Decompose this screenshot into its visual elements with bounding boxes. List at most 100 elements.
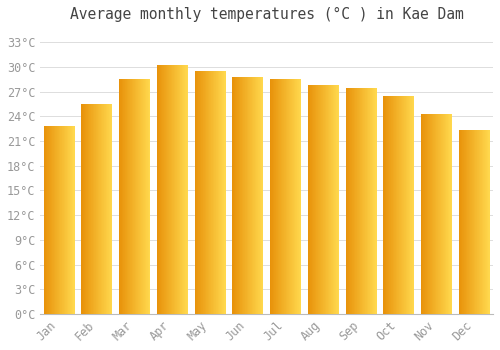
Bar [296, 79, 298, 314]
Bar [47, 126, 48, 314]
Bar [371, 88, 372, 314]
Bar [325, 85, 326, 314]
Bar [353, 88, 354, 314]
Bar [241, 77, 242, 314]
Bar [254, 77, 256, 314]
Bar [470, 131, 471, 314]
Bar [488, 131, 489, 314]
Bar [89, 104, 90, 314]
Bar [354, 88, 355, 314]
Bar [240, 77, 241, 314]
Bar [413, 96, 414, 314]
Bar [257, 77, 258, 314]
Bar [73, 126, 74, 314]
Bar [69, 126, 70, 314]
Bar [372, 88, 373, 314]
Bar [401, 96, 402, 314]
Bar [232, 77, 233, 314]
Bar [349, 88, 350, 314]
Bar [235, 77, 236, 314]
Bar [298, 79, 299, 314]
Bar [286, 79, 287, 314]
Bar [423, 114, 424, 314]
Bar [168, 65, 170, 314]
Bar [182, 65, 183, 314]
Bar [199, 71, 200, 314]
Bar [207, 71, 208, 314]
Bar [85, 104, 86, 314]
Bar [487, 131, 488, 314]
Bar [135, 79, 136, 314]
Bar [469, 131, 470, 314]
Bar [285, 79, 286, 314]
Bar [293, 79, 294, 314]
Bar [445, 114, 446, 314]
Bar [250, 77, 251, 314]
Bar [384, 96, 385, 314]
Bar [123, 79, 124, 314]
Bar [66, 126, 68, 314]
Bar [480, 131, 481, 314]
Bar [338, 85, 339, 314]
Bar [468, 131, 469, 314]
Bar [96, 104, 97, 314]
Bar [194, 71, 196, 314]
Bar [158, 65, 160, 314]
Bar [316, 85, 317, 314]
Bar [275, 79, 276, 314]
Bar [486, 131, 487, 314]
Bar [270, 79, 272, 314]
Bar [346, 88, 347, 314]
Bar [327, 85, 328, 314]
Bar [59, 126, 60, 314]
Bar [280, 79, 281, 314]
Bar [165, 65, 166, 314]
Bar [160, 65, 162, 314]
Bar [313, 85, 314, 314]
Bar [392, 96, 393, 314]
Bar [181, 65, 182, 314]
Bar [348, 88, 350, 314]
Bar [50, 126, 51, 314]
Bar [476, 131, 478, 314]
Bar [134, 79, 136, 314]
Bar [300, 79, 301, 314]
Bar [397, 96, 398, 314]
Bar [137, 79, 138, 314]
Bar [461, 131, 462, 314]
Bar [161, 65, 162, 314]
Bar [359, 88, 360, 314]
Bar [60, 126, 61, 314]
Bar [448, 114, 449, 314]
Bar [309, 85, 310, 314]
Bar [375, 88, 376, 314]
Bar [206, 71, 207, 314]
Bar [435, 114, 436, 314]
Bar [284, 79, 285, 314]
Bar [184, 65, 185, 314]
Bar [72, 126, 73, 314]
Bar [198, 71, 199, 314]
Bar [147, 79, 148, 314]
Bar [394, 96, 395, 314]
Bar [473, 131, 474, 314]
Bar [436, 114, 437, 314]
Bar [277, 79, 278, 314]
Bar [483, 131, 484, 314]
Bar [474, 131, 475, 314]
Bar [205, 71, 206, 314]
Bar [162, 65, 163, 314]
Bar [148, 79, 149, 314]
Bar [260, 77, 261, 314]
Bar [322, 85, 324, 314]
Bar [84, 104, 85, 314]
Bar [437, 114, 438, 314]
Bar [93, 104, 94, 314]
Bar [129, 79, 130, 314]
Bar [386, 96, 387, 314]
Bar [438, 114, 439, 314]
Bar [363, 88, 364, 314]
Bar [45, 126, 46, 314]
Bar [119, 79, 120, 314]
Bar [239, 77, 240, 314]
